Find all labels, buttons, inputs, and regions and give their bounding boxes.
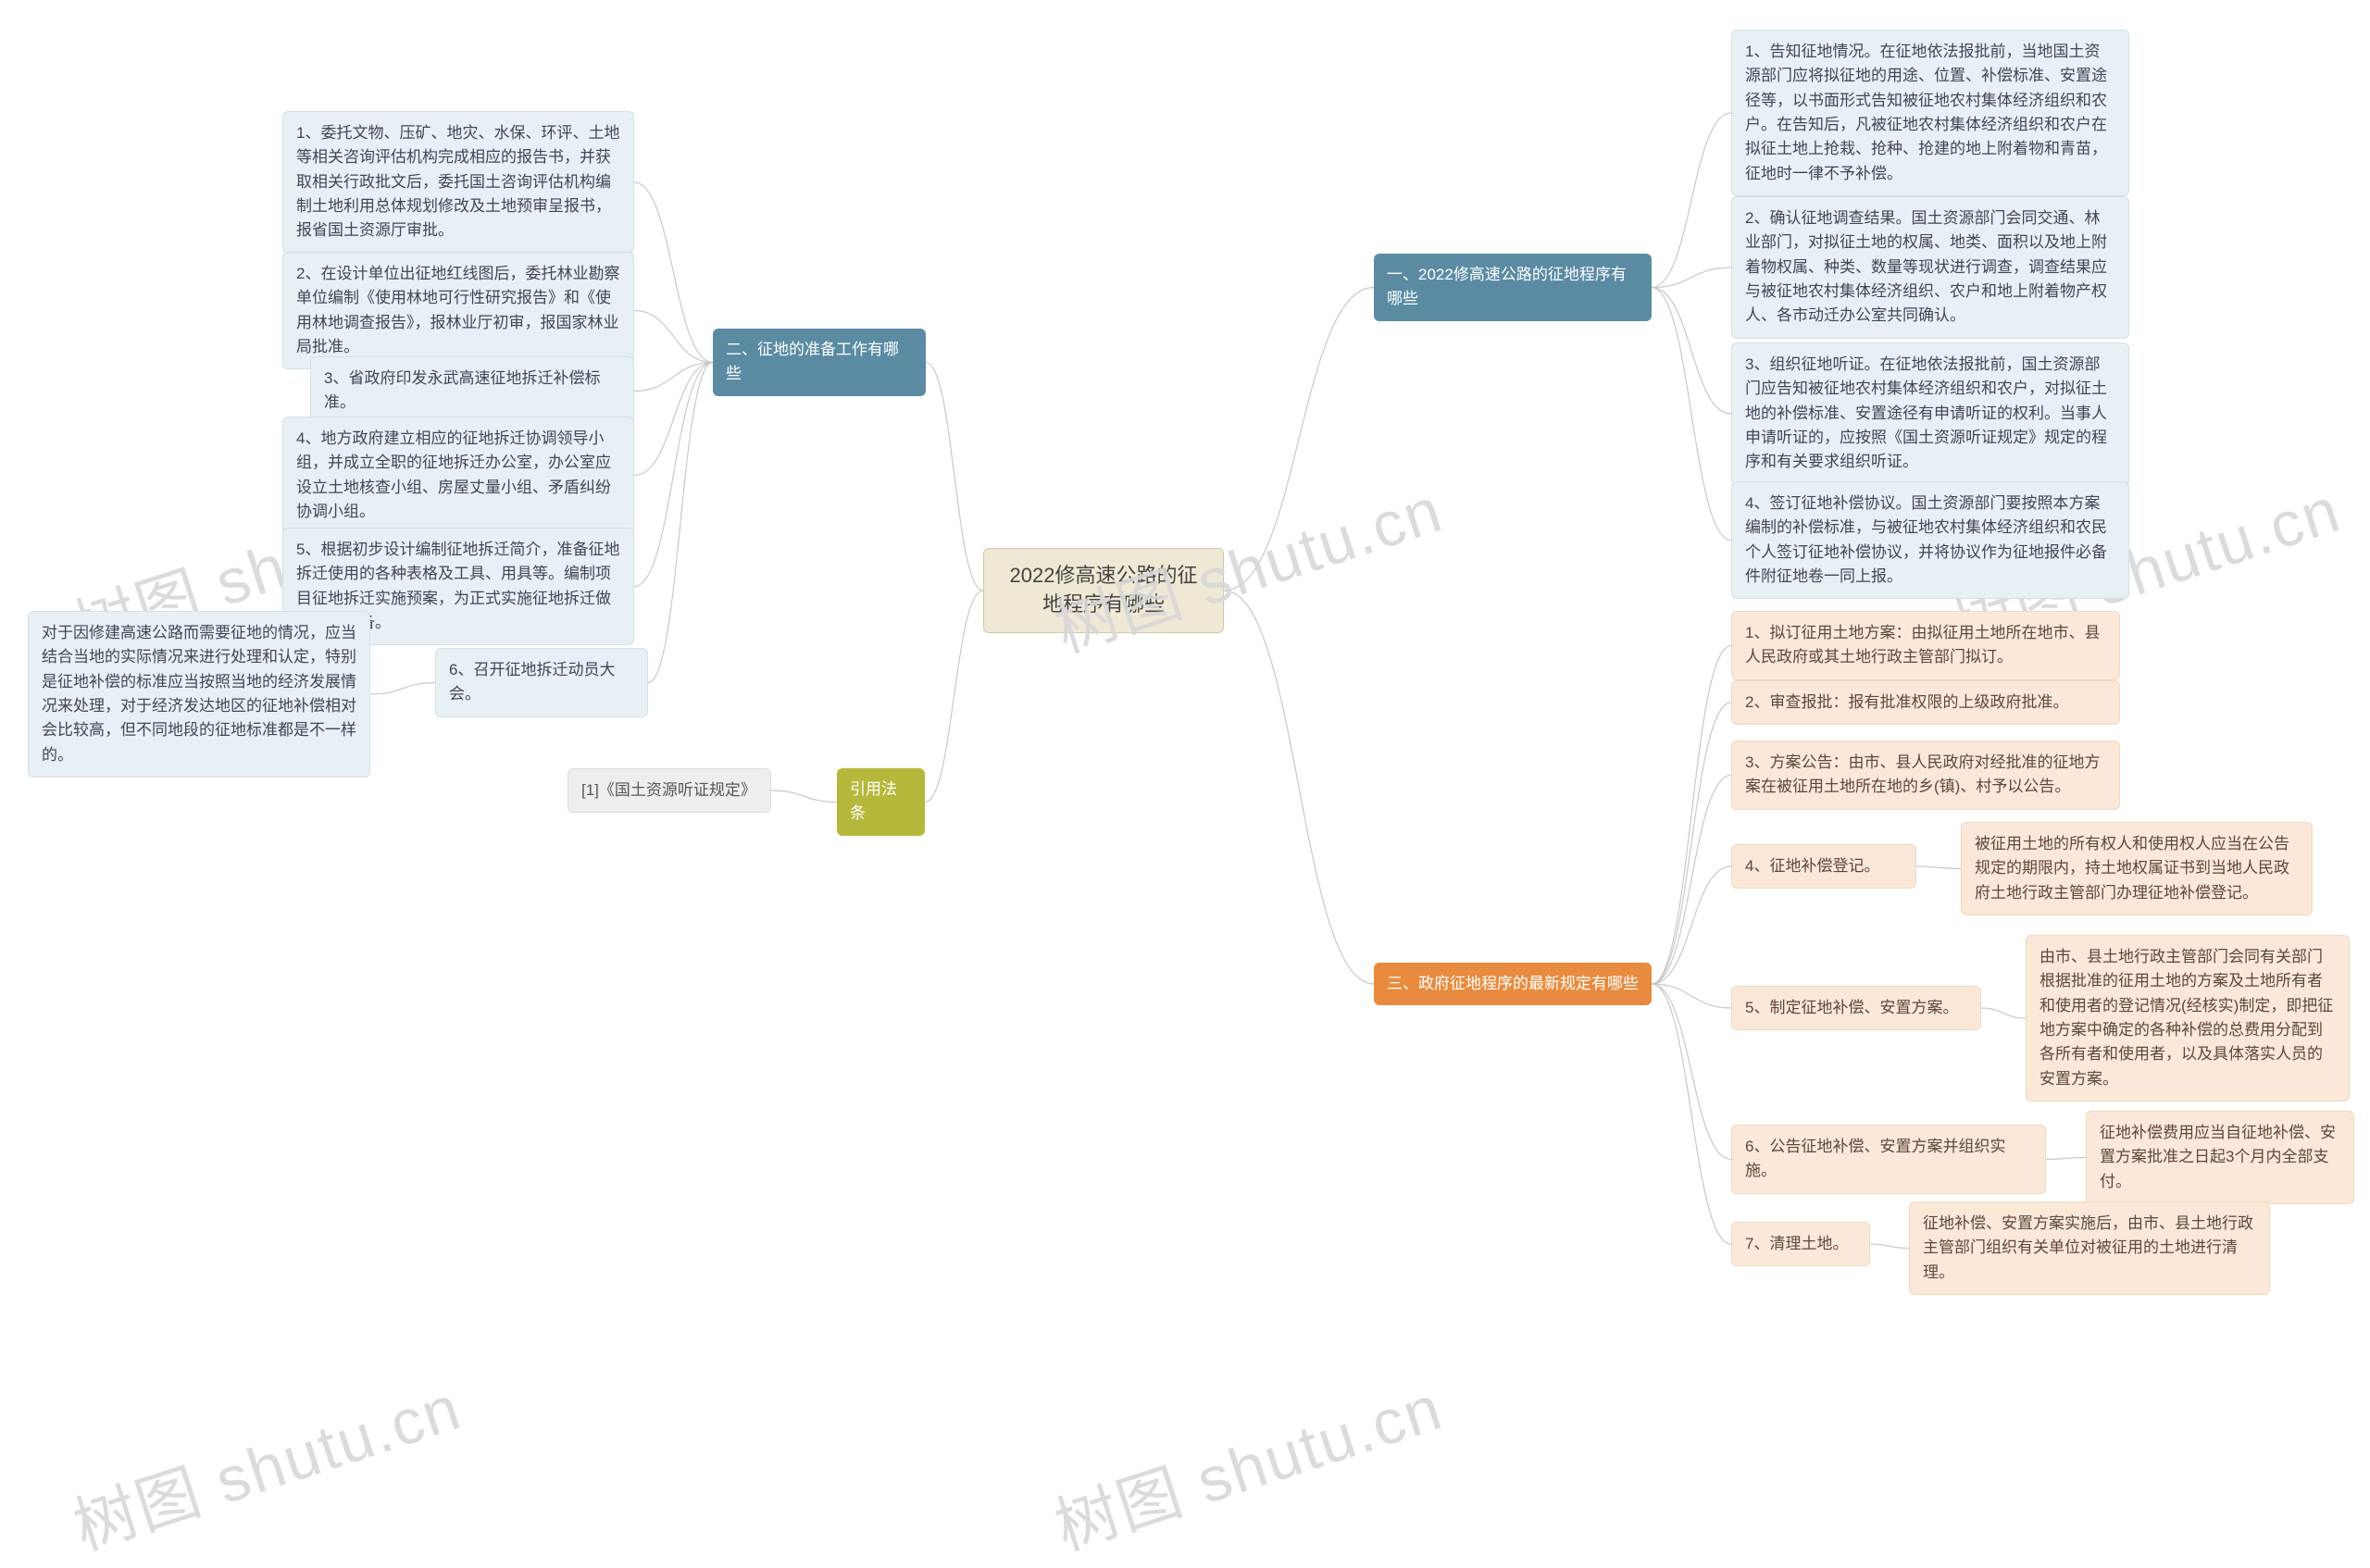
sec2-item-3: 3、省政府印发永武高速征地拆迁补偿标准。 (310, 356, 634, 426)
sec3-item-6-sub: 征地补偿费用应当自征地补偿、安置方案批准之日起3个月内全部支付。 (2086, 1111, 2354, 1204)
sec1-item-2: 2、确认征地调查结果。国土资源部门会同交通、林业部门，对拟征土地的权属、地类、面… (1731, 196, 2129, 339)
branch-section-2: 二、征地的准备工作有哪些 (713, 329, 926, 396)
sec3-item-7: 7、清理土地。 (1731, 1222, 1870, 1266)
sec3-item-5-sub: 由市、县土地行政主管部门会同有关部门根据批准的征用土地的方案及土地所有者和使用者… (2026, 935, 2350, 1101)
sec2-item-6-sub: 对于因修建高速公路而需要征地的情况，应当结合当地的实际情况来进行处理和认定，特别… (28, 611, 370, 778)
sec3-item-7-sub: 征地补偿、安置方案实施后，由市、县土地行政主管部门组织有关单位对被征用的土地进行… (1909, 1201, 2270, 1295)
sec3-item-5: 5、制定征地补偿、安置方案。 (1731, 986, 1981, 1030)
watermark: 树图 shutu.cn (60, 1356, 470, 1567)
sec2-item-6: 6、召开征地拆迁动员大会。 (435, 648, 648, 717)
ref-item: [1]《国土资源听证规定》 (568, 768, 771, 813)
watermark: 树图 shutu.cn (1042, 1356, 1452, 1567)
sec3-item-4: 4、征地补偿登记。 (1731, 844, 1916, 889)
branch-section-1: 一、2022修高速公路的征地程序有哪些 (1374, 254, 1652, 321)
sec1-item-4: 4、签订征地补偿协议。国土资源部门要按照本方案编制的补偿标准，与被征地农村集体经… (1731, 481, 2129, 599)
sec3-item-6: 6、公告征地补偿、安置方案并组织实施。 (1731, 1125, 2046, 1194)
sec3-item-3: 3、方案公告：由市、县人民政府对经批准的征地方案在被征用土地所在地的乡(镇)、村… (1731, 740, 2120, 810)
sec3-item-2: 2、审查报批：报有批准权限的上级政府批准。 (1731, 680, 2120, 725)
sec2-item-4: 4、地方政府建立相应的征地拆迁协调领导小组，并成立全职的征地拆迁办公室，办公室应… (282, 417, 634, 534)
sec3-item-4-sub: 被征用土地的所有权人和使用权人应当在公告规定的期限内，持土地权属证书到当地人民政… (1961, 822, 2313, 915)
sec1-item-1: 1、告知征地情况。在征地依法报批前，当地国土资源部门应将拟征地的用途、位置、补偿… (1731, 30, 2129, 196)
sec2-item-1: 1、委托文物、压矿、地灾、水保、环评、土地等相关咨询评估机构完成相应的报告书，并… (282, 111, 634, 254)
sec3-item-1: 1、拟订征用土地方案：由拟征用土地所在地市、县人民政府或其土地行政主管部门拟订。 (1731, 611, 2120, 680)
center-node: 2022修高速公路的征地程序有哪些 (983, 548, 1224, 633)
sec1-item-3: 3、组织征地听证。在征地依法报批前，国土资源部门应告知被征地农村集体经济组织和农… (1731, 342, 2129, 485)
sec2-item-2: 2、在设计单位出征地红线图后，委托林业勘察单位编制《使用林地可行性研究报告》和《… (282, 252, 634, 369)
branch-section-3: 三、政府征地程序的最新规定有哪些 (1374, 963, 1652, 1005)
branch-reference: 引用法条 (837, 768, 925, 836)
